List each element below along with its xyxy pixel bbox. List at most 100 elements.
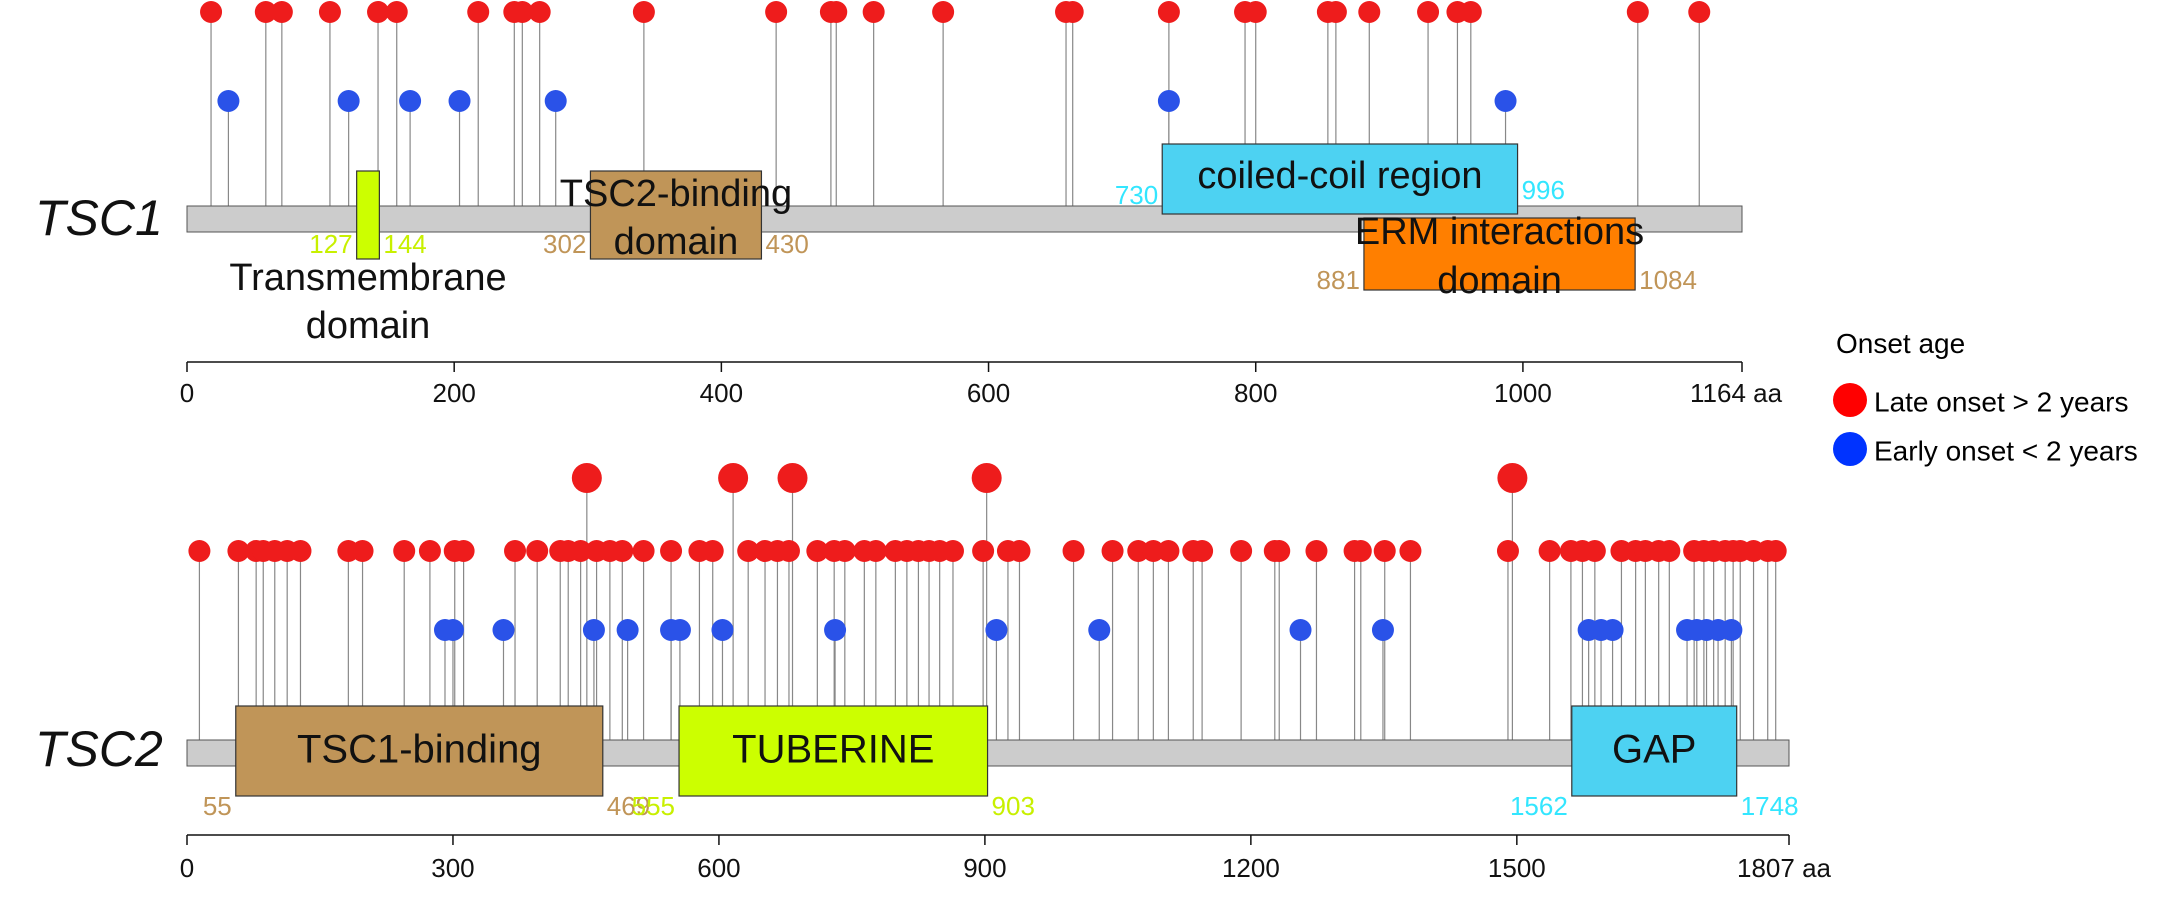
late-onset-point <box>504 540 527 562</box>
late-onset-point <box>972 540 995 562</box>
legend-early-marker <box>1833 432 1867 466</box>
late-onset-point <box>1417 1 1440 23</box>
early-onset-point <box>824 619 847 641</box>
early-onset-point <box>1494 90 1517 112</box>
late-onset-point <box>569 540 592 562</box>
late-onset-point <box>864 540 887 562</box>
early-onset-point <box>668 619 691 641</box>
late-onset-point <box>660 540 683 562</box>
late-onset-point <box>777 540 800 562</box>
late-onset-point <box>1349 540 1372 562</box>
axis-tick-label: 1200 <box>1222 853 1280 883</box>
late-onset-point <box>528 1 551 23</box>
domain-tuberine <box>678 705 989 797</box>
early-onset-point <box>985 619 1008 641</box>
early-onset-point <box>1720 619 1743 641</box>
domain-tsc2-binding <box>589 170 763 260</box>
late-onset-point <box>1061 1 1084 23</box>
late-onset-point <box>418 540 441 562</box>
domain-transmembrane-end-label: 144 <box>383 229 426 259</box>
late-onset-point <box>632 1 655 23</box>
late-onset-point <box>1626 1 1649 23</box>
domain-erm-interactions-name: domain <box>1437 260 1562 302</box>
late-onset-point <box>1538 540 1561 562</box>
early-onset-point <box>1371 619 1394 641</box>
late-onset-point <box>1399 540 1422 562</box>
late-onset-point <box>1764 540 1787 562</box>
late-onset-point <box>1008 540 1031 562</box>
early-onset-point <box>217 90 240 112</box>
domain-tsc2-binding-start-label: 302 <box>543 229 586 259</box>
late-onset-point <box>270 1 293 23</box>
tsc2-gene-label: TSC2 <box>35 721 163 777</box>
axis-tick-label: 300 <box>431 853 474 883</box>
domain-transmembrane <box>356 170 380 260</box>
legend-early-label: Early onset < 2 years <box>1874 435 2138 466</box>
late-onset-point <box>1658 540 1681 562</box>
late-onset-point <box>806 540 829 562</box>
axis-tick-label: 0 <box>180 378 194 408</box>
domain-erm-interactions <box>1363 217 1636 291</box>
late-onset-point <box>701 540 724 562</box>
late-onset-point <box>1268 540 1291 562</box>
late-onset-point <box>1142 540 1165 562</box>
early-onset-point <box>492 619 515 641</box>
early-onset-point <box>616 619 639 641</box>
late-onset-point <box>1688 1 1711 23</box>
early-onset-point <box>1088 619 1111 641</box>
late-onset-point <box>227 540 250 562</box>
domain-coiled-coil-end-label: 996 <box>1522 175 1565 205</box>
late-onset-point <box>318 1 341 23</box>
late-onset-point <box>188 540 211 562</box>
late-onset-point <box>737 540 760 562</box>
late-onset-point <box>1101 540 1124 562</box>
legend-late-label: Late onset > 2 years <box>1874 386 2129 417</box>
late-onset-point <box>611 540 634 562</box>
domain-gap-end-label: 1748 <box>1741 791 1799 821</box>
late-onset-point <box>1358 1 1381 23</box>
late-onset-point <box>1324 1 1347 23</box>
early-onset-point <box>1157 90 1180 112</box>
domain-transmembrane-name: domain <box>306 305 431 347</box>
late-onset-point <box>1305 540 1328 562</box>
domain-tsc2-binding-end-label: 430 <box>765 229 808 259</box>
early-onset-point <box>1601 619 1624 641</box>
axis-tick-label: 600 <box>697 853 740 883</box>
early-onset-point <box>448 90 471 112</box>
legend-late-marker <box>1833 383 1867 417</box>
late-onset-point <box>254 1 277 23</box>
late-onset-point <box>393 540 416 562</box>
axis-tick-label: 400 <box>700 378 743 408</box>
axis-tick-label: 0 <box>180 853 194 883</box>
domain-tsc1-binding-end-label: 469 <box>607 791 650 821</box>
axis-tick-label: 600 <box>967 378 1010 408</box>
late-onset-point <box>932 1 955 23</box>
late-onset-point <box>632 540 655 562</box>
early-onset-point <box>399 90 422 112</box>
domain-gap-name: GAP <box>1612 728 1696 772</box>
late-onset-point <box>1496 540 1519 562</box>
tsc2-axis-end-label: 1807 aa <box>1737 853 1832 883</box>
axis-tick-label: 800 <box>1234 378 1277 408</box>
domain-tsc1-binding-name: TSC1-binding <box>297 728 542 772</box>
legend-title: Onset age <box>1836 328 1965 359</box>
late-onset-point-large <box>1497 463 1528 493</box>
late-onset-point <box>765 1 788 23</box>
axis-tick-label: 200 <box>432 378 475 408</box>
late-onset-point <box>1244 1 1267 23</box>
domain-erm-interactions-end-label: 1084 <box>1639 265 1697 295</box>
legend: Onset age Late onset > 2 years Early ons… <box>1833 328 2138 466</box>
axis-tick-label: 900 <box>963 853 1006 883</box>
domain-tsc1-binding <box>235 705 604 797</box>
domain-coiled-coil-start-label: 730 <box>1115 180 1158 210</box>
late-onset-point <box>1191 540 1214 562</box>
late-onset-point <box>825 1 848 23</box>
late-onset-point-large <box>571 463 602 493</box>
domain-tsc1-binding-start-label: 55 <box>203 791 232 821</box>
domain-erm-interactions-start-label: 881 <box>1317 265 1360 295</box>
early-onset-point <box>544 90 567 112</box>
late-onset-point-large <box>971 463 1002 493</box>
late-onset-point <box>1157 540 1180 562</box>
tsc2-chart: TSC1-binding 55 469 TUBERINE 555 903 GAP 1562 17… <box>35 463 1832 883</box>
